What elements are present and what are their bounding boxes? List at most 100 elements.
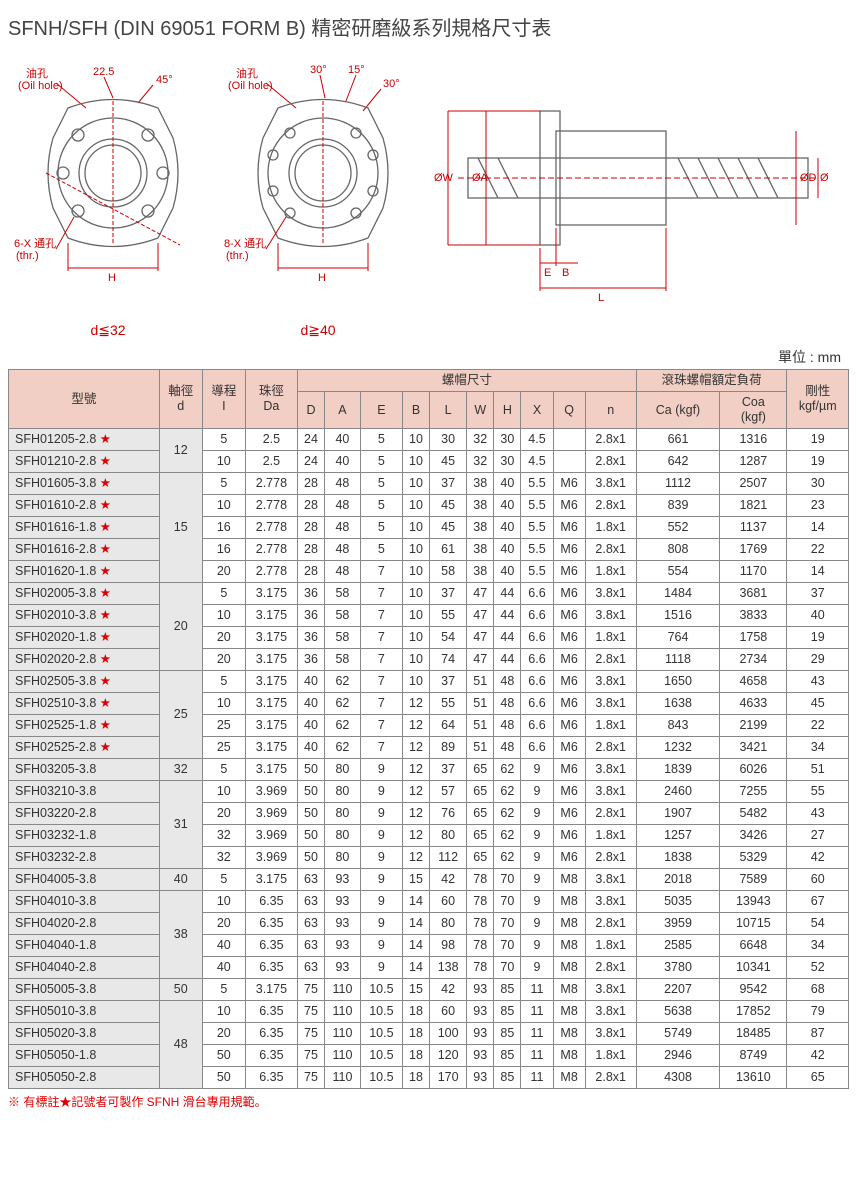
data-cell: 85 bbox=[494, 1045, 521, 1067]
data-cell: 3.8x1 bbox=[585, 759, 636, 781]
svg-text:6-X 通孔: 6-X 通孔 bbox=[14, 237, 56, 250]
data-cell: 1839 bbox=[636, 759, 720, 781]
data-cell: 1484 bbox=[636, 583, 720, 605]
data-cell: 67 bbox=[787, 891, 849, 913]
model-cell: SFH05020-3.8 bbox=[9, 1023, 160, 1045]
model-cell: SFH02005-3.8 ★ bbox=[9, 583, 160, 605]
data-cell: 4.5 bbox=[521, 451, 553, 473]
data-cell: 3.175 bbox=[245, 627, 297, 649]
data-cell: 9 bbox=[360, 803, 402, 825]
data-cell: 61 bbox=[430, 539, 467, 561]
table-row: SFH05050-2.8506.357511010.518170938511M8… bbox=[9, 1067, 849, 1089]
data-cell: M8 bbox=[553, 979, 585, 1001]
data-cell: 3.8x1 bbox=[585, 671, 636, 693]
data-cell: M8 bbox=[553, 869, 585, 891]
data-cell: 1638 bbox=[636, 693, 720, 715]
table-row: SFH02020-1.8 ★203.17536587105447446.6M61… bbox=[9, 627, 849, 649]
data-cell: 2.778 bbox=[245, 473, 297, 495]
data-cell: 51 bbox=[467, 671, 494, 693]
svg-text:8-X 通孔: 8-X 通孔 bbox=[224, 237, 266, 250]
data-cell: 6026 bbox=[720, 759, 787, 781]
data-cell: 19 bbox=[787, 451, 849, 473]
data-cell: 1.8x1 bbox=[585, 561, 636, 583]
data-cell: 6.6 bbox=[521, 627, 553, 649]
col-H: H bbox=[494, 392, 521, 429]
data-cell: 3.8x1 bbox=[585, 979, 636, 1001]
data-cell: 10 bbox=[202, 605, 245, 627]
data-cell: 19 bbox=[787, 429, 849, 451]
data-cell: 65 bbox=[787, 1067, 849, 1089]
data-cell: 5.5 bbox=[521, 495, 553, 517]
data-cell: 30 bbox=[430, 429, 467, 451]
data-cell: 75 bbox=[297, 1023, 324, 1045]
data-cell: 120 bbox=[430, 1045, 467, 1067]
data-cell: 65 bbox=[467, 825, 494, 847]
data-cell: M6 bbox=[553, 583, 585, 605]
data-cell: 78 bbox=[467, 869, 494, 891]
data-cell bbox=[553, 451, 585, 473]
data-cell: 75 bbox=[297, 1067, 324, 1089]
svg-text:Ød: Ød bbox=[820, 172, 828, 184]
col-Coa: Coa (kgf) bbox=[720, 392, 787, 429]
data-cell: 16 bbox=[202, 517, 245, 539]
data-cell: 10.5 bbox=[360, 1067, 402, 1089]
data-cell: 98 bbox=[430, 935, 467, 957]
data-cell: 93 bbox=[325, 957, 361, 979]
data-cell: 1.8x1 bbox=[585, 715, 636, 737]
data-cell: 5329 bbox=[720, 847, 787, 869]
data-cell: 2.8x1 bbox=[585, 429, 636, 451]
table-row: SFH01205-2.8 ★1252.524405103032304.52.8x… bbox=[9, 429, 849, 451]
data-cell: 3.8x1 bbox=[585, 891, 636, 913]
data-cell: M8 bbox=[553, 957, 585, 979]
data-cell: 40 bbox=[325, 451, 361, 473]
data-cell: 60 bbox=[430, 891, 467, 913]
table-row: SFH02525-1.8 ★253.17540627126451486.6M61… bbox=[9, 715, 849, 737]
data-cell: 28 bbox=[297, 473, 324, 495]
data-cell: M8 bbox=[553, 891, 585, 913]
data-cell: 9 bbox=[360, 935, 402, 957]
svg-text:H: H bbox=[318, 272, 326, 284]
data-cell: 7 bbox=[360, 737, 402, 759]
data-cell: 642 bbox=[636, 451, 720, 473]
data-cell: 47 bbox=[467, 605, 494, 627]
flange-diagram-small: 油孔 (Oil hole) 22.5 45° 6-X 通孔 (thr.) H d… bbox=[8, 53, 208, 339]
model-cell: SFH01610-2.8 ★ bbox=[9, 495, 160, 517]
data-cell: 48 bbox=[325, 539, 361, 561]
data-cell: 32 bbox=[467, 429, 494, 451]
data-cell: 5 bbox=[202, 759, 245, 781]
table-row: SFH03232-2.8323.969508091211265629M62.8x… bbox=[9, 847, 849, 869]
data-cell: 44 bbox=[494, 627, 521, 649]
data-cell: 14 bbox=[787, 517, 849, 539]
data-cell: 7 bbox=[360, 605, 402, 627]
data-cell: 3959 bbox=[636, 913, 720, 935]
data-cell: 50 bbox=[202, 1045, 245, 1067]
data-cell: 10 bbox=[202, 891, 245, 913]
col-Da: 珠徑 Da bbox=[245, 370, 297, 429]
data-cell: 34 bbox=[787, 737, 849, 759]
data-cell: 10 bbox=[402, 649, 429, 671]
data-cell: 70 bbox=[494, 869, 521, 891]
data-cell: 70 bbox=[494, 935, 521, 957]
data-cell: 37 bbox=[430, 759, 467, 781]
data-cell: 3.175 bbox=[245, 693, 297, 715]
data-cell: 20 bbox=[202, 649, 245, 671]
data-cell: 57 bbox=[430, 781, 467, 803]
data-cell: 47 bbox=[467, 583, 494, 605]
data-cell: 2.8x1 bbox=[585, 1067, 636, 1089]
model-cell: SFH03205-3.8 bbox=[9, 759, 160, 781]
data-cell: 37 bbox=[430, 583, 467, 605]
data-cell: 54 bbox=[787, 913, 849, 935]
data-cell: 42 bbox=[430, 979, 467, 1001]
data-cell: 27 bbox=[787, 825, 849, 847]
shaft-dia-cell: 25 bbox=[159, 671, 202, 759]
data-cell: 4658 bbox=[720, 671, 787, 693]
shaft-dia-cell: 31 bbox=[159, 781, 202, 869]
data-cell: 25 bbox=[202, 715, 245, 737]
data-cell: 65 bbox=[467, 803, 494, 825]
model-cell: SFH04040-2.8 bbox=[9, 957, 160, 979]
data-cell: 18 bbox=[402, 1023, 429, 1045]
data-cell: 16 bbox=[202, 539, 245, 561]
svg-text:ØW: ØW bbox=[434, 172, 454, 184]
data-cell: 1257 bbox=[636, 825, 720, 847]
data-cell: 50 bbox=[202, 1067, 245, 1089]
